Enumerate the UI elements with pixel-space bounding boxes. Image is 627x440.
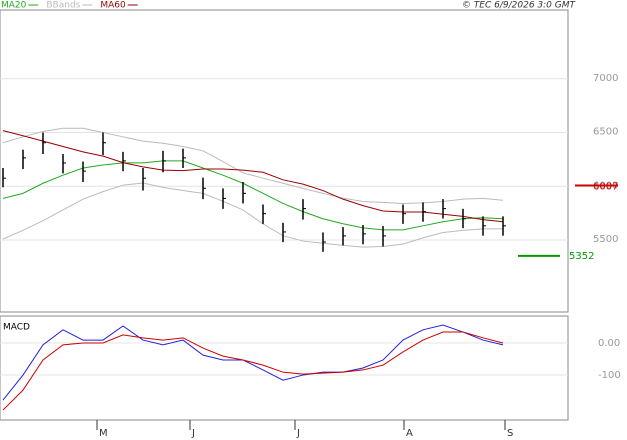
indicator-line [2, 182, 503, 248]
macd-title: MACD [3, 323, 30, 333]
y-tick-label: -100 [598, 370, 621, 381]
x-tick-label: J [191, 428, 195, 439]
x-tick-label: S [507, 428, 513, 439]
indicator-line [2, 160, 504, 231]
macd-panel [0, 315, 569, 421]
indicator-line [2, 130, 504, 223]
y-tick-label: 5500 [593, 234, 618, 245]
x-tick-label: M [99, 428, 108, 439]
y-tick-label: 0.00 [598, 338, 620, 349]
legend-label: MA60 [100, 1, 126, 11]
macd-line [2, 324, 504, 401]
legend-label: BBands [46, 1, 80, 11]
y-tick-label: 7000 [593, 73, 618, 84]
indicator-line [2, 127, 504, 204]
x-tick-label: J [296, 428, 300, 439]
level-label: 5352 [569, 251, 594, 262]
legend-label: MA20 [1, 1, 27, 11]
macd-line [2, 331, 504, 411]
price-panel [0, 9, 569, 313]
x-tick-label: A [406, 428, 413, 439]
level-label: 6007 [593, 182, 618, 193]
y-tick-label: 6500 [593, 127, 618, 138]
copyright: © TEC 6/9/2026 3:0 GMT [462, 1, 577, 11]
